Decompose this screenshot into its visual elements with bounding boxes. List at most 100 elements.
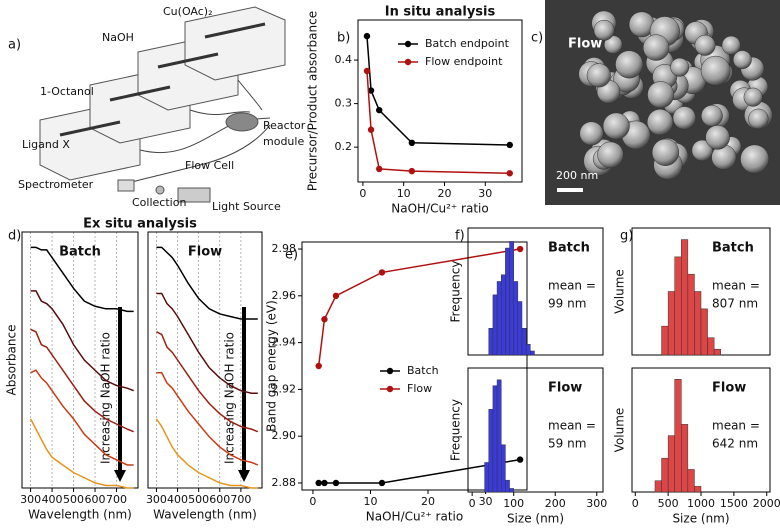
data-point — [315, 479, 322, 487]
particle — [579, 121, 604, 146]
x-axis-label: Size (nm) — [672, 512, 729, 526]
setup-diagram — [39, 6, 286, 203]
histogram-bar — [687, 469, 695, 493]
y-axis-label: Precursor/Product absorbance — [306, 11, 320, 191]
legend-swatch — [386, 367, 394, 375]
series-line — [366, 70, 510, 175]
y-tick-label: 0.4 — [335, 53, 353, 66]
histogram-bar — [667, 291, 675, 356]
histogram-bar — [687, 273, 695, 356]
annotation: 807 nm — [712, 297, 758, 311]
series-line — [30, 290, 134, 392]
x-tick-label: 1500 — [720, 497, 748, 510]
annotation: 642 nm — [712, 437, 758, 451]
scale-bar-label: 200 nm — [556, 169, 598, 182]
histogram-bar — [654, 480, 662, 493]
particle — [646, 109, 674, 136]
arrow-label: Increasing NaOH ratio — [223, 332, 237, 464]
x-tick-label: 1000 — [687, 497, 715, 510]
series-line — [30, 369, 134, 466]
y-tick-label: 2.94 — [272, 336, 297, 349]
x-tick-label: 400 — [167, 493, 188, 506]
plot-frame — [467, 227, 604, 356]
series-line — [155, 418, 258, 489]
y-axis-label: Absorbance — [5, 325, 19, 396]
x-axis-label: Wavelength (nm) — [28, 508, 132, 522]
image-label: Flow — [568, 37, 602, 52]
legend-swatch — [386, 385, 394, 393]
histogram-bar — [707, 337, 715, 356]
data-point — [332, 292, 340, 300]
data-point — [367, 87, 375, 94]
data-point — [315, 362, 322, 370]
histogram-bar — [525, 344, 531, 356]
data-point — [378, 479, 386, 487]
plot-frame — [21, 231, 139, 489]
sem-image: 200 nm Flow — [545, 0, 780, 205]
annotation: mean = — [712, 279, 760, 293]
x-tick-label: 200 — [545, 497, 566, 510]
histogram-bar — [488, 409, 494, 493]
histogram-bar — [513, 281, 519, 356]
annotation: 59 nm — [548, 437, 586, 451]
particle — [691, 139, 713, 162]
annotation: 99 nm — [548, 297, 586, 311]
diagram-label: Reactor — [263, 119, 306, 132]
diagram-label: Cu(OAc)₂ — [163, 5, 213, 18]
histogram-bar — [674, 256, 682, 356]
x-tick-label: 30 — [478, 187, 492, 200]
particle — [701, 105, 723, 127]
x-axis-label: NaOH/Cu²⁺ ratio — [391, 202, 488, 216]
plot-frame — [301, 241, 528, 491]
plot-frame — [147, 231, 263, 489]
data-point — [332, 479, 340, 487]
histogram-bar — [694, 291, 702, 356]
histogram-bar — [681, 239, 689, 356]
diagram-label: NaOH — [102, 31, 134, 44]
panel-label: c) — [531, 31, 543, 46]
x-tick-label: 500 — [658, 497, 679, 510]
histogram-bar — [681, 424, 689, 493]
particle — [651, 138, 680, 166]
data-point — [408, 167, 416, 175]
legend-swatch — [404, 40, 412, 48]
diagram-label: Ligand X — [22, 138, 70, 151]
histogram-bar — [488, 328, 494, 356]
particle — [602, 112, 630, 140]
inner-title: Batch — [548, 241, 590, 256]
y-axis-label: Band gap energy (eV) — [265, 300, 279, 432]
panel-label: f) — [455, 229, 465, 244]
particle — [642, 34, 670, 61]
x-tick-label: 2000 — [753, 497, 780, 510]
particle — [615, 50, 644, 79]
histogram-bar — [496, 281, 502, 356]
y-axis-label: Volume — [613, 408, 627, 453]
series-line — [156, 331, 259, 433]
y-tick-label: 2.96 — [272, 289, 297, 302]
particle — [597, 141, 624, 169]
data-point — [321, 479, 328, 487]
histogram-bar — [517, 301, 523, 356]
legend-label: Batch — [407, 364, 439, 377]
data-point — [378, 269, 386, 276]
inner-title: Flow — [188, 245, 222, 260]
heading: In situ analysis — [385, 5, 496, 20]
plot-frame — [357, 19, 523, 183]
panel-label: b) — [337, 31, 350, 46]
legend-label: Flow endpoint — [425, 55, 503, 68]
x-tick-label: 600 — [85, 493, 106, 506]
histogram-bar — [492, 385, 498, 493]
x-tick-label: 400 — [42, 493, 63, 506]
diagram-label: Spectrometer — [18, 178, 94, 191]
x-tick-label: 500 — [188, 493, 209, 506]
particle — [670, 57, 690, 77]
x-tick-label: 30 — [479, 495, 493, 508]
x-axis-label: Wavelength (nm) — [153, 508, 257, 522]
diagram-label: Collection — [132, 196, 186, 209]
x-axis-label: NaOH/Cu²⁺ ratio — [366, 510, 463, 524]
panel-label: g) — [620, 229, 633, 244]
diagram-label: 1-Octanol — [40, 85, 94, 98]
particle — [647, 81, 675, 109]
x-tick-label: 100 — [503, 497, 524, 510]
particle — [748, 108, 769, 130]
